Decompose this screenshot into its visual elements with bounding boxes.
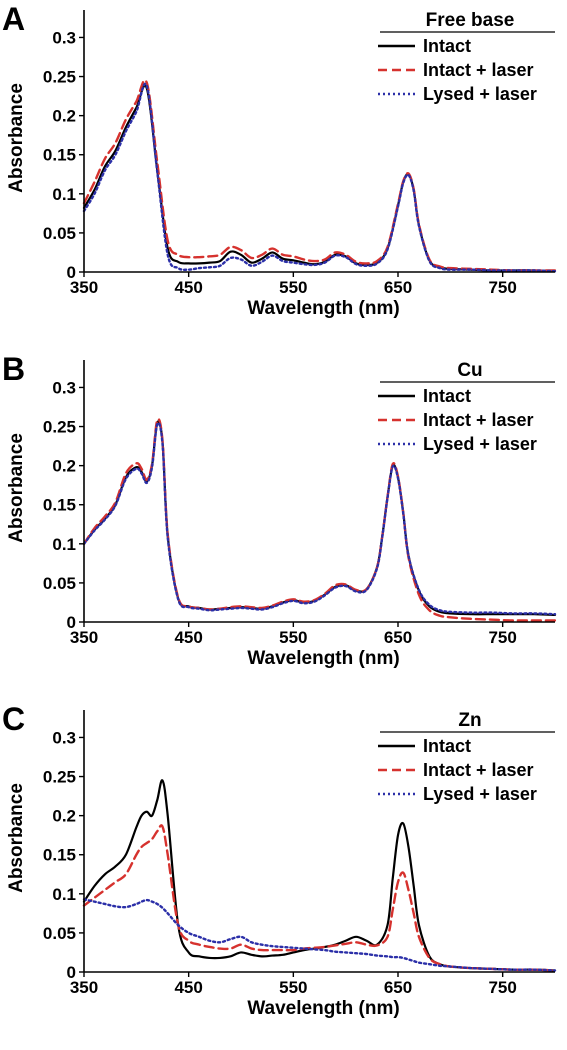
y-tick-label: 0 bbox=[67, 963, 76, 982]
legend: Cu Intact Intact + laser Lysed + laser bbox=[378, 360, 555, 454]
series-lines bbox=[82, 779, 557, 972]
y-tick-label: 0.05 bbox=[43, 224, 76, 243]
y-tick-label: 0.25 bbox=[43, 768, 76, 787]
x-tick-label: 550 bbox=[279, 278, 307, 297]
x-tick-label: 450 bbox=[174, 628, 202, 647]
x-tick-label: 750 bbox=[488, 978, 516, 997]
panel-a: A 0 0.05 0.1 0.15 0.2 0.25 0.3 350 450 550 650 750 Wa… bbox=[2, 1, 557, 319]
y-tick-label: 0.25 bbox=[43, 418, 76, 437]
series-line-intact-laser bbox=[82, 79, 557, 272]
series-line-intact bbox=[82, 84, 557, 273]
x-tick-label: 550 bbox=[279, 978, 307, 997]
panel-letter: C bbox=[2, 701, 25, 737]
x-axis-label: Wavelength (nm) bbox=[247, 648, 399, 669]
y-axis-label: Absorbance bbox=[6, 783, 27, 893]
y-tick-label: 0.15 bbox=[43, 846, 76, 865]
panel-c: C 0 0.05 0.1 0.15 0.2 0.25 0.3 350 450 550 650 750 Wa… bbox=[2, 701, 557, 1019]
series-lines bbox=[82, 79, 557, 273]
y-tick-label: 0.3 bbox=[52, 28, 76, 47]
x-tick-label: 550 bbox=[279, 628, 307, 647]
x-tick-label: 450 bbox=[174, 278, 202, 297]
legend-label: Lysed + laser bbox=[423, 84, 537, 104]
panel-b: B 0 0.05 0.1 0.15 0.2 0.25 0.3 350 450 550 650 750 Wa… bbox=[2, 351, 557, 669]
x-tick-label: 450 bbox=[174, 978, 202, 997]
y-tick-label: 0.25 bbox=[43, 68, 76, 87]
legend-title: Free base bbox=[426, 10, 515, 31]
y-tick-label: 0.3 bbox=[52, 378, 76, 397]
series-line-intact bbox=[82, 779, 557, 972]
legend: Zn Intact Intact + laser Lysed + laser bbox=[378, 710, 555, 804]
y-tick-label: 0.2 bbox=[52, 107, 76, 126]
y-tick-label: 0.2 bbox=[52, 457, 76, 476]
legend-label: Intact bbox=[423, 36, 471, 56]
y-tick-label: 0.1 bbox=[52, 185, 76, 204]
legend-label: Lysed + laser bbox=[423, 784, 537, 804]
series-line-lysed-laser bbox=[82, 421, 557, 616]
panel-letter: A bbox=[2, 1, 25, 37]
y-tick-label: 0.15 bbox=[43, 496, 76, 515]
panel-letter: B bbox=[2, 351, 25, 387]
x-tick-label: 650 bbox=[384, 978, 412, 997]
legend-label: Intact + laser bbox=[423, 410, 534, 430]
y-tick-label: 0.05 bbox=[43, 924, 76, 943]
series-line-intact-laser bbox=[82, 824, 557, 972]
x-tick-label: 750 bbox=[488, 278, 516, 297]
x-tick-label: 750 bbox=[488, 628, 516, 647]
legend-label: Intact bbox=[423, 386, 471, 406]
y-tick-label: 0.05 bbox=[43, 574, 76, 593]
y-axis-label: Absorbance bbox=[6, 433, 27, 543]
y-tick-label: 0.1 bbox=[52, 885, 76, 904]
y-tick-label: 0 bbox=[67, 613, 76, 632]
legend-title: Zn bbox=[458, 710, 481, 731]
y-tick-label: 0.2 bbox=[52, 807, 76, 826]
legend-label: Lysed + laser bbox=[423, 434, 537, 454]
y-tick-label: 0.15 bbox=[43, 146, 76, 165]
x-tick-label: 650 bbox=[384, 628, 412, 647]
legend-label: Intact + laser bbox=[423, 60, 534, 80]
legend-title: Cu bbox=[457, 360, 482, 381]
x-axis-label: Wavelength (nm) bbox=[247, 998, 399, 1019]
y-tick-label: 0.1 bbox=[52, 535, 76, 554]
legend-label: Intact + laser bbox=[423, 760, 534, 780]
x-tick-label: 350 bbox=[70, 628, 98, 647]
legend-label: Intact bbox=[423, 736, 471, 756]
series-line-lysed-laser bbox=[82, 898, 557, 972]
x-tick-label: 650 bbox=[384, 278, 412, 297]
series-line-lysed-laser bbox=[82, 82, 557, 273]
y-axis-label: Absorbance bbox=[6, 83, 27, 193]
x-tick-label: 350 bbox=[70, 278, 98, 297]
series-lines bbox=[82, 417, 557, 622]
x-tick-label: 350 bbox=[70, 978, 98, 997]
y-tick-label: 0.3 bbox=[52, 728, 76, 747]
x-axis-label: Wavelength (nm) bbox=[247, 298, 399, 319]
y-tick-label: 0 bbox=[67, 263, 76, 282]
legend: Free base Intact Intact + laser Lysed + las… bbox=[378, 10, 555, 104]
